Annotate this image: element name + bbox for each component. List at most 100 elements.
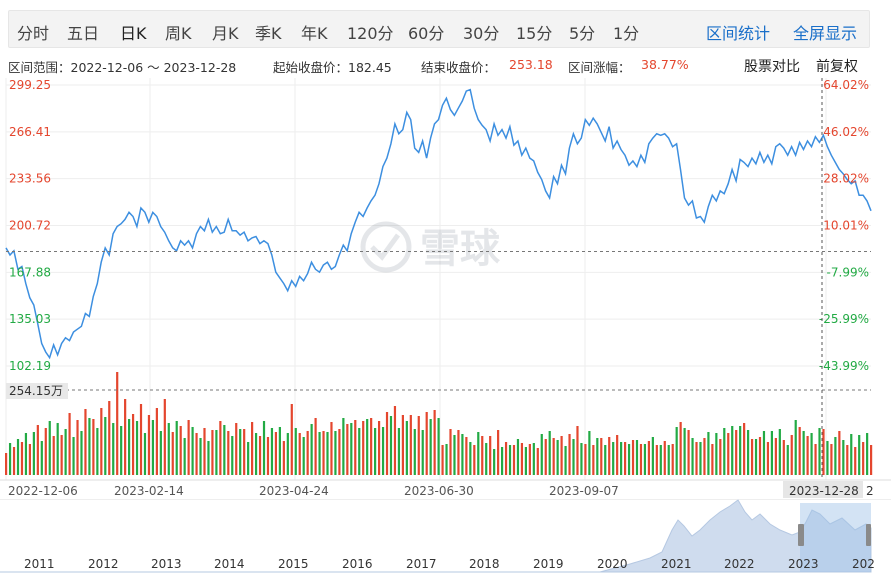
adjust-mode-button[interactable]: 前复权 [816,59,858,75]
volume-bar [600,438,603,475]
price-axis: 299.25 266.41 233.56 200.72 167.88 135.03 102.… [9,78,51,373]
overview-year-label: 2014 [214,557,245,571]
percent-tick-label: 46.02% [823,125,869,139]
tab-60min[interactable]: 60分 [408,24,445,43]
volume-bar [667,445,670,475]
volume-bar [306,431,309,475]
price-tick-label: 233.56 [9,172,51,186]
volume-bar [425,412,428,475]
volume-bar [96,428,99,475]
volume-bar [663,441,666,475]
volume-bar [366,419,369,475]
volume-bar [187,420,190,475]
volume-bar [493,449,496,475]
volume-bar [80,431,83,475]
percent-tick-label: -25.99% [819,312,869,326]
date-axis: 2022-12-06 2023-02-14 2023-04-24 2023-06-30… [8,484,619,498]
volume-bar [104,417,107,475]
volume-bar [215,430,218,475]
tab-day-k[interactable]: 日K [120,24,147,43]
tab-quarter-k[interactable]: 季K [255,24,282,43]
overview-year-label: 2017 [406,557,437,571]
volume-bar [608,437,611,475]
tab-year-k[interactable]: 年K [301,24,328,43]
volume-bar [290,404,293,475]
crosshair: 254.15万 2023-12-28 2 [6,78,874,498]
volume-bar [310,424,313,475]
overview-year-label: 2018 [469,557,500,571]
watermark-logo-mark [370,233,401,261]
volume-bar [540,434,543,475]
range-stats-link[interactable]: 区间统计 [706,24,771,43]
date-tick-label: 2023-09-07 [549,484,619,498]
crosshair-volume-label: 254.15万 [9,384,63,398]
volume-bar [377,421,381,475]
volume-bar [627,444,631,475]
volume-bar [254,433,258,475]
tab-five-day[interactable]: 五日 [67,24,100,43]
volume-bar [826,441,829,475]
volume-bars [5,372,873,475]
volume-bar [723,428,726,475]
volume-bar [243,429,246,475]
date-tick-label-clipped: 2 [866,484,874,498]
tab-week-k[interactable]: 周K [165,24,192,43]
volume-bar [635,440,639,475]
volume-bar [5,453,8,475]
tab-15min[interactable]: 15分 [516,24,553,43]
volume-bar [647,441,650,475]
crosshair-date-box [783,481,863,498]
volume-bar [231,436,234,475]
volume-bar [227,431,230,475]
volume-bar [699,442,702,475]
volume-bar [489,436,492,475]
volume-bar [770,431,774,475]
tab-fenshi[interactable]: 分时 [17,24,50,43]
volume-bar [548,431,551,475]
volume-bar [754,439,758,475]
volume-bar [727,433,730,475]
volume-bar [36,425,39,475]
volume-bar [469,442,472,475]
volume-bar [707,432,710,475]
crosshair-date-label: 2023-12-28 [789,484,859,498]
date-tick-label: 2023-04-24 [259,484,329,498]
price-tick-label: 200.72 [9,219,51,233]
volume-bar [247,442,250,475]
tab-120min[interactable]: 120分 [347,24,394,43]
volume-bar [72,437,75,475]
volume-bar [155,408,158,475]
tab-1min[interactable]: 1分 [613,24,640,43]
volume-bar [838,431,841,475]
volume-bar [389,416,393,475]
volume-bar [766,442,770,475]
volume-bar [532,443,535,475]
volume-bar [223,425,226,475]
volume-bar [298,433,301,475]
price-tick-label: 299.25 [9,78,51,92]
tab-month-k[interactable]: 月K [212,24,239,43]
volume-bar [802,431,805,475]
fullscreen-link[interactable]: 全屏显示 [793,24,858,43]
volume-bar [500,447,504,475]
stock-compare-button[interactable]: 股票对比 [744,59,800,75]
volume-bar [643,444,647,475]
volume-bar [473,445,476,475]
watermark-logo-icon [360,221,412,273]
range-label: 区间范围：2022-12-06 ～ 2023-12-28 [8,60,237,75]
volume-bar [278,427,281,475]
tab-5min[interactable]: 5分 [569,24,596,43]
tab-30min[interactable]: 30分 [463,24,500,43]
volume-bar [358,428,361,475]
volume-bar [516,439,520,475]
volume-bar [497,430,500,475]
volume-bar [274,432,278,475]
volume-bar [330,422,333,475]
volume-bar [286,433,289,475]
volume-bar [112,423,115,475]
volume-bar [163,399,166,475]
volume-bar [405,421,408,475]
volume-bar [616,435,619,475]
volume-bar [504,442,508,475]
